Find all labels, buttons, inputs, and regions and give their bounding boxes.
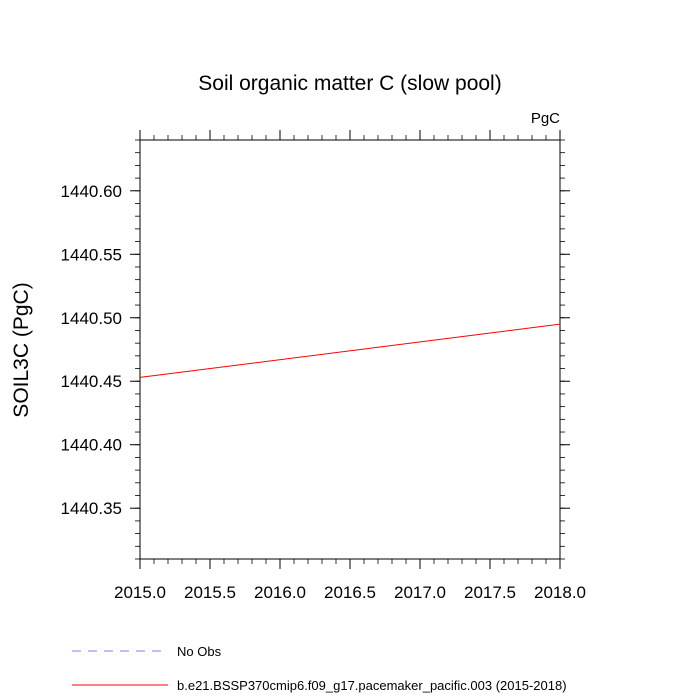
y-tick-label: 1440.45 [61, 372, 122, 391]
y-tick-label: 1440.35 [61, 499, 122, 518]
legend-label-1: b.e21.BSSP370cmip6.f09_g17.pacemaker_pac… [177, 678, 567, 693]
plot-frame [139, 139, 561, 560]
x-tick-label: 2016.5 [324, 583, 376, 602]
x-tick-label: 2016.0 [254, 583, 306, 602]
legend-label-0: No Obs [177, 644, 222, 659]
x-tick-label: 2015.5 [184, 583, 236, 602]
y-tick-label: 1440.55 [61, 245, 122, 264]
x-tick-label: 2017.5 [464, 583, 516, 602]
legend: No Obs b.e21.BSSP370cmip6.f09_g17.pacemak… [72, 644, 567, 693]
units-label: PgC [531, 110, 560, 127]
series-line-1 [139, 323, 561, 378]
plot-area: 2015.0 2015.5 2016.0 2016.5 2017.0 2017.5 2018… [61, 130, 586, 602]
chart-title: Soil organic matter C (slow pool) [198, 72, 501, 95]
x-tick-label: 2018.0 [534, 583, 586, 602]
y-tick-label: 1440.60 [61, 182, 122, 201]
y-tick-label: 1440.40 [61, 436, 122, 455]
y-tick-label: 1440.50 [61, 309, 122, 328]
x-tick-label: 2017.0 [394, 583, 446, 602]
y-axis-label: SOIL3C (PgC) [10, 282, 33, 417]
x-tick-label: 2015.0 [114, 583, 166, 602]
